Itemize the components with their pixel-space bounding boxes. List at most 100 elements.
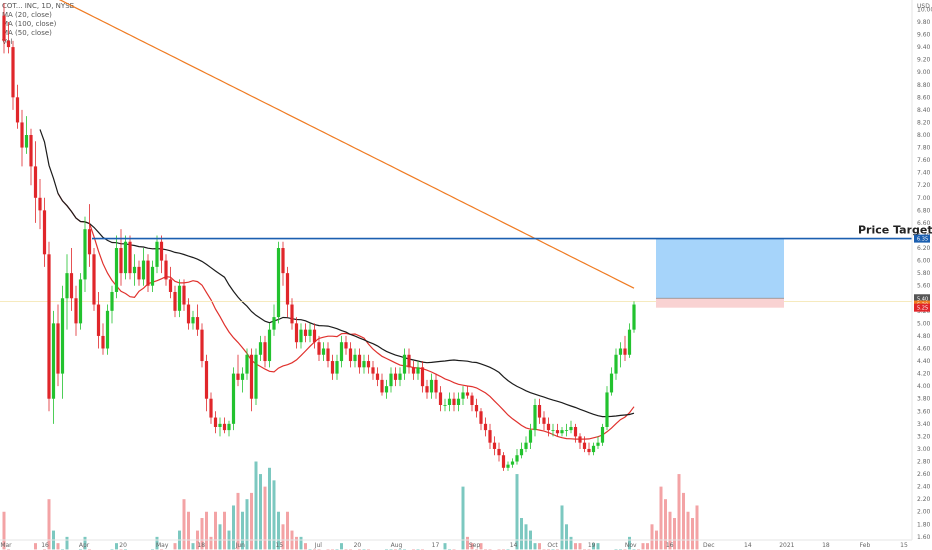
volume-bar bbox=[187, 511, 190, 550]
time-tick-label: 15 bbox=[275, 542, 283, 549]
price-tick-label: 1.60 bbox=[917, 534, 931, 541]
candle-body bbox=[114, 248, 119, 292]
price-tick-label: 4.80 bbox=[917, 333, 931, 340]
price-tick-label: 8.00 bbox=[917, 132, 931, 139]
position-box bbox=[0, 238, 912, 308]
volume-bar bbox=[592, 543, 595, 550]
candle-body bbox=[605, 392, 609, 427]
price-axis-unit: USD bbox=[917, 3, 930, 10]
volume-bar bbox=[272, 480, 276, 550]
price-tick-label: 4.40 bbox=[917, 358, 931, 365]
price-tick-label: 6.00 bbox=[917, 258, 931, 265]
price-tick-label: 9.60 bbox=[917, 32, 931, 39]
volume-bar bbox=[295, 536, 298, 550]
candle-body bbox=[632, 304, 636, 330]
time-tick-label: Feb bbox=[860, 542, 871, 549]
candle-body bbox=[74, 298, 78, 324]
candle-body bbox=[299, 329, 303, 343]
candle-body bbox=[218, 423, 222, 427]
candle-body bbox=[42, 210, 47, 255]
price-tick-label: 5.60 bbox=[917, 283, 931, 290]
candle-body bbox=[290, 304, 294, 324]
time-tick-label: 18 bbox=[197, 542, 205, 549]
time-tick-label: 14 bbox=[744, 542, 752, 549]
time-tick-label: 20 bbox=[119, 542, 127, 549]
volume-bar bbox=[677, 474, 681, 550]
time-tick-label: 19 bbox=[588, 542, 596, 549]
volume-bar bbox=[34, 543, 37, 550]
candle-body bbox=[177, 285, 182, 311]
reward-zone bbox=[656, 238, 784, 299]
volume-bar bbox=[479, 543, 483, 550]
candle-body bbox=[456, 398, 461, 405]
time-tick-label: Jul bbox=[314, 542, 323, 549]
candle-body bbox=[272, 317, 276, 330]
price-tag-label: 5.25 bbox=[917, 306, 928, 312]
candle-body bbox=[326, 348, 330, 362]
candle-body bbox=[168, 279, 173, 292]
volume-bar bbox=[565, 524, 568, 550]
volume-bar bbox=[250, 492, 253, 550]
volume-bar bbox=[659, 486, 663, 550]
time-axis[interactable]: Mar 16 Apr 20 May 18 Jun 15 Jul 20 Aug 17 Sep 14 Oct 19… bbox=[0, 539, 912, 549]
time-tick-label: May bbox=[156, 542, 169, 549]
volume-bar bbox=[569, 536, 573, 550]
candle-body bbox=[47, 254, 51, 399]
price-tick-label: 6.80 bbox=[917, 207, 931, 214]
candle-body bbox=[362, 361, 366, 368]
candle-body bbox=[546, 423, 551, 431]
price-tick-label: 2.60 bbox=[917, 471, 931, 478]
volume-bar bbox=[182, 499, 186, 550]
candle-body bbox=[6, 40, 11, 48]
price-tag-label: 6.35 bbox=[917, 237, 928, 243]
volume-bar bbox=[263, 486, 267, 550]
candle-body bbox=[537, 405, 542, 418]
price-tick-label: 4.20 bbox=[917, 371, 931, 378]
candle-body bbox=[303, 329, 308, 336]
candle-body bbox=[96, 304, 101, 336]
volume-bar bbox=[205, 511, 208, 550]
candle-body bbox=[164, 260, 168, 280]
price-axis[interactable]: 10.00 9.80 9.60 9.40 9.20 9.00 8.80 8.60 8.40 8.2… bbox=[911, 0, 932, 541]
candle-body bbox=[60, 298, 65, 374]
candle-body bbox=[105, 310, 110, 349]
candle-body bbox=[515, 455, 519, 462]
candle-body bbox=[83, 229, 87, 280]
candle-body bbox=[101, 335, 105, 349]
volume-bar bbox=[65, 536, 69, 550]
volume-bar bbox=[241, 511, 244, 550]
candle-body bbox=[78, 279, 83, 324]
volume-bar bbox=[214, 511, 217, 550]
volume-bar bbox=[236, 492, 240, 550]
volume-bar bbox=[56, 543, 60, 550]
time-tick-label: 2021 bbox=[779, 542, 794, 549]
candle-body bbox=[380, 379, 384, 393]
candle-body bbox=[614, 354, 618, 374]
candle-body bbox=[33, 166, 38, 198]
candle-body bbox=[204, 361, 209, 399]
candle-body bbox=[294, 323, 299, 343]
candle-body bbox=[276, 248, 281, 318]
volume-bar bbox=[673, 518, 676, 550]
volume-bar bbox=[470, 543, 474, 550]
candle-body bbox=[618, 348, 623, 355]
price-tick-label: 3.00 bbox=[917, 446, 931, 453]
candle-body bbox=[240, 373, 245, 380]
candle-body bbox=[339, 342, 344, 362]
volume-bar bbox=[538, 543, 541, 550]
volume-bar bbox=[259, 474, 262, 550]
candle-body bbox=[132, 266, 137, 274]
volume-bar bbox=[628, 536, 631, 550]
volume-bar bbox=[47, 499, 51, 550]
volume-bar bbox=[340, 543, 343, 550]
volume-bar bbox=[83, 536, 87, 550]
candle-body bbox=[38, 197, 42, 211]
candle-body bbox=[420, 367, 425, 387]
price-tick-label: 3.20 bbox=[917, 433, 931, 440]
time-tick-label: Aug bbox=[391, 542, 403, 549]
candle-body bbox=[555, 430, 560, 434]
candle-body bbox=[591, 445, 596, 453]
time-tick-label: Sep bbox=[469, 542, 481, 549]
candle-body bbox=[249, 354, 254, 399]
